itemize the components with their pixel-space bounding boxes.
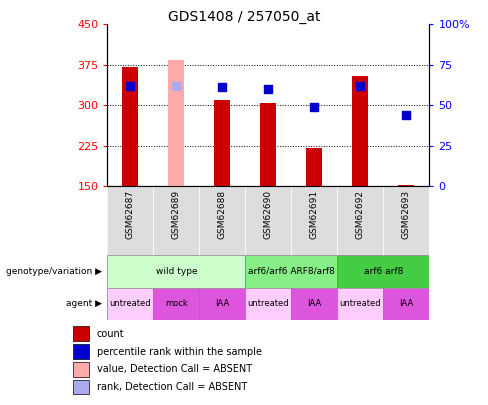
- Bar: [337, 255, 429, 288]
- Bar: [261, 102, 276, 186]
- Bar: [107, 186, 153, 255]
- Bar: [245, 288, 291, 320]
- Text: arf6/arf6 ARF8/arf8: arf6/arf6 ARF8/arf8: [248, 267, 335, 276]
- Text: agent ▶: agent ▶: [66, 299, 102, 308]
- Text: count: count: [97, 329, 124, 339]
- Bar: [122, 68, 139, 186]
- Text: GSM62689: GSM62689: [172, 190, 181, 239]
- Text: IAA: IAA: [399, 299, 413, 308]
- Bar: [245, 186, 291, 255]
- Text: GSM62692: GSM62692: [356, 190, 365, 239]
- Text: GSM62693: GSM62693: [402, 190, 411, 239]
- Text: GSM62687: GSM62687: [126, 190, 135, 239]
- Text: wild type: wild type: [156, 267, 197, 276]
- Text: untreated: untreated: [340, 299, 381, 308]
- Bar: [384, 186, 429, 255]
- Point: [403, 112, 410, 118]
- Bar: [384, 288, 429, 320]
- Text: value, Detection Call = ABSENT: value, Detection Call = ABSENT: [97, 364, 252, 374]
- Bar: [153, 186, 200, 255]
- Text: percentile rank within the sample: percentile rank within the sample: [97, 347, 262, 356]
- Bar: [73, 326, 89, 341]
- Text: untreated: untreated: [247, 299, 289, 308]
- Text: IAA: IAA: [215, 299, 229, 308]
- Text: arf6 arf8: arf6 arf8: [364, 267, 403, 276]
- Bar: [200, 288, 245, 320]
- Text: IAA: IAA: [307, 299, 322, 308]
- Bar: [291, 288, 337, 320]
- Text: GSM62688: GSM62688: [218, 190, 227, 239]
- Bar: [107, 288, 153, 320]
- Text: rank, Detection Call = ABSENT: rank, Detection Call = ABSENT: [97, 382, 247, 392]
- Bar: [73, 344, 89, 359]
- Point: [357, 83, 365, 89]
- Text: GSM62691: GSM62691: [310, 190, 319, 239]
- Bar: [168, 60, 184, 186]
- Point: [310, 104, 318, 110]
- Bar: [107, 255, 245, 288]
- Bar: [306, 149, 323, 186]
- Bar: [245, 255, 337, 288]
- Bar: [291, 186, 337, 255]
- Text: GDS1408 / 257050_at: GDS1408 / 257050_at: [168, 10, 320, 24]
- Text: genotype/variation ▶: genotype/variation ▶: [6, 267, 102, 276]
- Text: GSM62690: GSM62690: [264, 190, 273, 239]
- Text: mock: mock: [165, 299, 188, 308]
- Point: [219, 84, 226, 91]
- Bar: [352, 76, 368, 186]
- Point: [172, 83, 180, 89]
- Bar: [73, 362, 89, 377]
- Text: untreated: untreated: [109, 299, 151, 308]
- Point: [126, 83, 134, 89]
- Bar: [398, 185, 414, 186]
- Bar: [153, 288, 200, 320]
- Bar: [214, 100, 230, 186]
- Bar: [200, 186, 245, 255]
- Bar: [337, 288, 384, 320]
- Bar: [73, 380, 89, 394]
- Bar: [337, 186, 384, 255]
- Point: [264, 86, 272, 92]
